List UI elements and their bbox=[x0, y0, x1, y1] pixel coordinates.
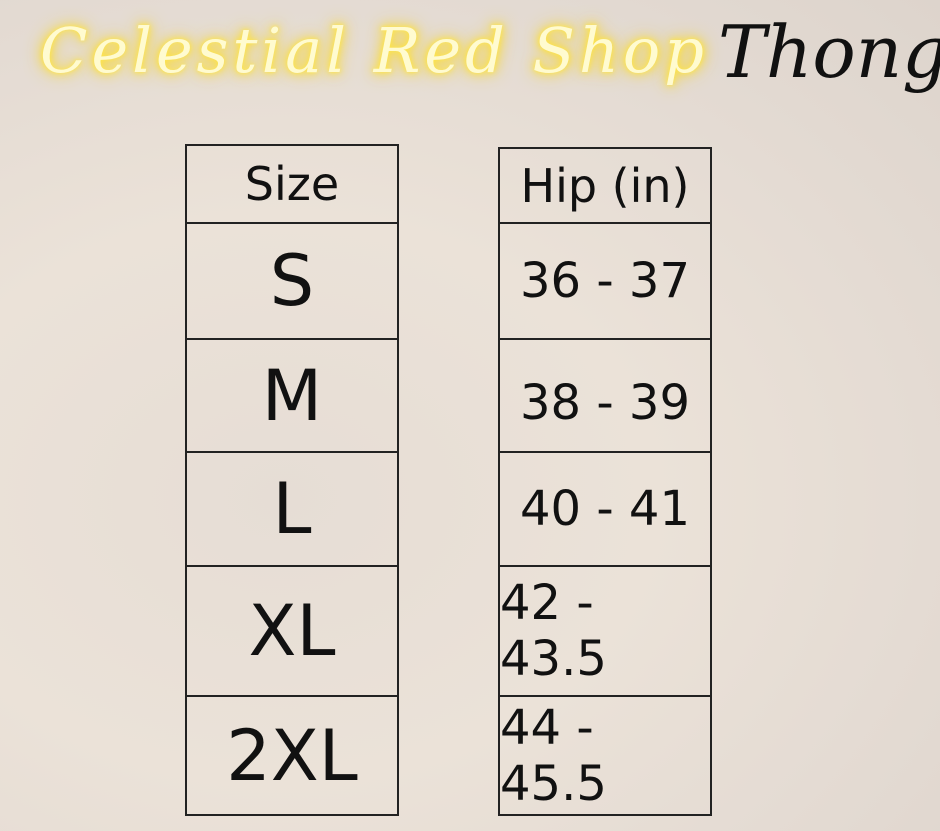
size-cell: S bbox=[187, 222, 397, 338]
size-cell: L bbox=[187, 451, 397, 565]
hip-column-table: Hip (in) 36 - 37 38 - 39 40 - 41 42 - 43… bbox=[498, 147, 712, 816]
hip-cell: 40 - 41 bbox=[500, 451, 710, 565]
size-header: Size bbox=[187, 144, 397, 222]
hip-header: Hip (in) bbox=[500, 147, 710, 222]
hip-cell: 36 - 37 bbox=[500, 222, 710, 338]
size-column-table: Size S M L XL 2XL bbox=[185, 144, 399, 816]
hip-cell: 42 - 43.5 bbox=[500, 565, 710, 695]
hip-cell: 44 - 45.5 bbox=[500, 695, 710, 816]
size-cell: M bbox=[187, 338, 397, 451]
size-cell: 2XL bbox=[187, 695, 397, 816]
hip-cell: 38 - 39 bbox=[500, 338, 710, 451]
size-cell: XL bbox=[187, 565, 397, 695]
brand-logo-text: Celestial Red Shop bbox=[40, 14, 708, 87]
product-title: Thong bbox=[718, 10, 940, 94]
